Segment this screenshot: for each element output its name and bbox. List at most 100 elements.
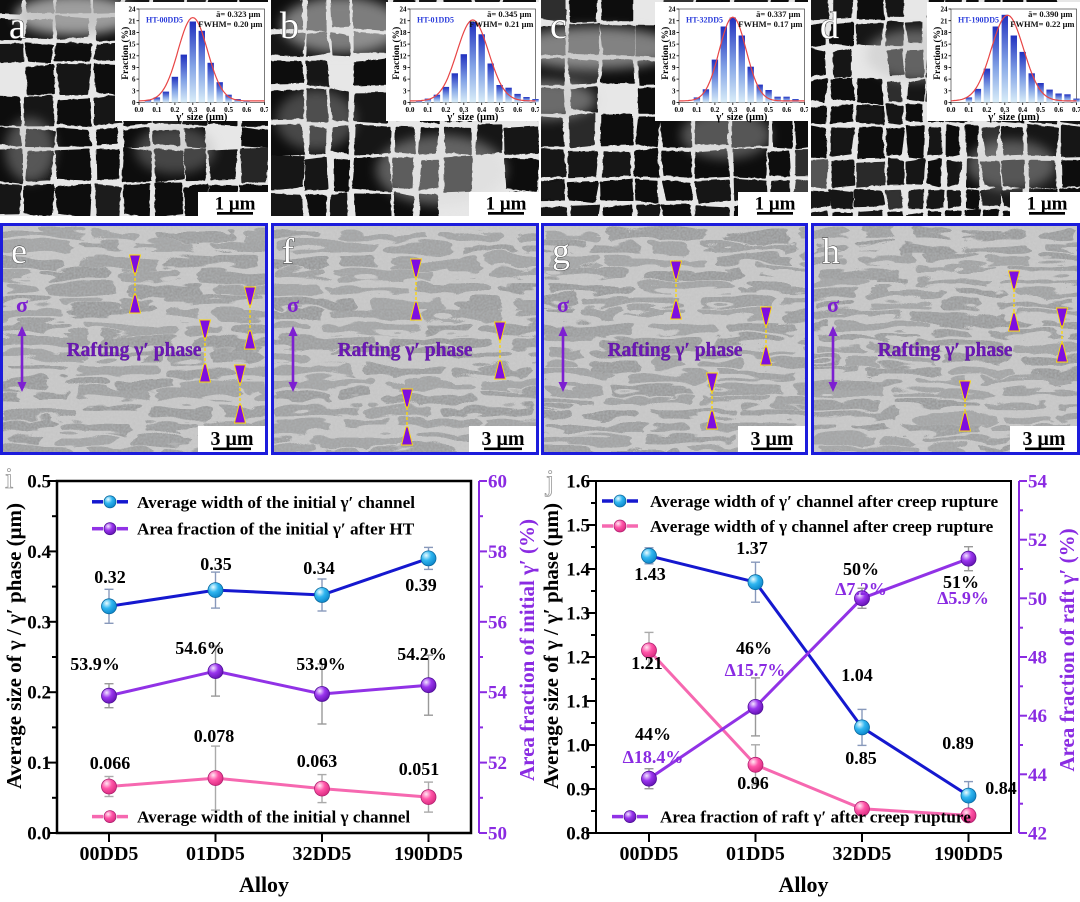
svg-text:0.2: 0.2 <box>27 683 51 704</box>
svg-text:0.3: 0.3 <box>459 106 468 114</box>
svg-text:6: 6 <box>132 76 136 84</box>
svg-text:1.2: 1.2 <box>566 648 590 669</box>
svg-text:0.7: 0.7 <box>531 106 539 114</box>
svg-text:9: 9 <box>672 64 676 72</box>
svg-text:j: j <box>545 464 554 497</box>
svg-text:51%: 51% <box>943 572 979 592</box>
svg-text:53.9%: 53.9% <box>70 654 120 674</box>
svg-text:0: 0 <box>672 99 676 107</box>
svg-text:6: 6 <box>944 76 948 84</box>
svg-text:0.4: 0.4 <box>27 542 51 563</box>
svg-text:3 μm: 3 μm <box>751 428 794 450</box>
svg-text:1 μm: 1 μm <box>755 194 796 215</box>
svg-text:0.1: 0.1 <box>27 753 51 774</box>
svg-text:HT-32DD5: HT-32DD5 <box>686 16 723 25</box>
svg-text:44: 44 <box>1028 765 1048 786</box>
svg-text:0: 0 <box>944 99 948 107</box>
svg-text:6: 6 <box>403 76 407 84</box>
svg-text:54: 54 <box>1028 472 1048 493</box>
svg-text:12: 12 <box>941 52 949 60</box>
svg-text:Alloy: Alloy <box>239 872 289 897</box>
svg-text:Rafting γ′ phase: Rafting γ′ phase <box>338 340 473 361</box>
svg-text:1 μm: 1 μm <box>1027 194 1068 215</box>
svg-text:0.2: 0.2 <box>982 106 991 114</box>
svg-text:Average width of γ channel af: Average width of γ channel after creep r… <box>650 517 994 536</box>
svg-text:3 μm: 3 μm <box>1023 428 1066 450</box>
svg-text:σ: σ <box>557 292 569 317</box>
svg-text:ā= 0.390 μm: ā= 0.390 μm <box>1028 9 1072 19</box>
svg-text:1.5: 1.5 <box>566 516 590 537</box>
svg-text:0.2: 0.2 <box>441 106 450 114</box>
svg-text:3 μm: 3 μm <box>482 428 525 450</box>
svg-text:0.051: 0.051 <box>399 759 440 779</box>
svg-text:0.9: 0.9 <box>566 780 590 801</box>
svg-text:0.2: 0.2 <box>170 106 179 114</box>
svg-text:FWHM= 0.21 μm: FWHM= 0.21 μm <box>469 19 533 29</box>
svg-text:Fraction (%): Fraction (%) <box>120 27 131 80</box>
svg-text:44%: 44% <box>635 724 671 744</box>
svg-text:1.0: 1.0 <box>566 736 590 757</box>
svg-text:32DD5: 32DD5 <box>293 843 352 865</box>
svg-text:1.37: 1.37 <box>736 538 768 558</box>
svg-text:h: h <box>822 231 840 271</box>
svg-text:1.21: 1.21 <box>631 653 663 673</box>
svg-text:1 μm: 1 μm <box>215 194 256 215</box>
svg-text:Rafting γ′ phase: Rafting γ′ phase <box>67 340 202 361</box>
svg-text:0.4: 0.4 <box>1018 106 1027 114</box>
svg-text:1.3: 1.3 <box>566 604 590 625</box>
svg-text:190DD5: 190DD5 <box>934 843 1003 865</box>
svg-text:0.84: 0.84 <box>985 778 1017 798</box>
svg-text:46: 46 <box>1028 706 1047 727</box>
svg-text:0.3: 0.3 <box>188 106 197 114</box>
svg-text:γ′ size (μm): γ′ size (μm) <box>715 112 768 123</box>
svg-text:1.04: 1.04 <box>841 665 873 685</box>
svg-text:HT-01DD5: HT-01DD5 <box>417 16 454 25</box>
svg-text:1.6: 1.6 <box>566 472 590 493</box>
svg-text:ā= 0.323 μm: ā= 0.323 μm <box>216 9 260 19</box>
svg-text:54.6%: 54.6% <box>175 638 225 658</box>
svg-text:0.7: 0.7 <box>800 106 808 114</box>
svg-text:0.078: 0.078 <box>194 726 235 746</box>
svg-text:60: 60 <box>488 472 507 493</box>
svg-text:54: 54 <box>488 683 508 704</box>
svg-text:σ: σ <box>287 292 299 317</box>
svg-text:Rafting γ′ phase: Rafting γ′ phase <box>878 340 1013 361</box>
svg-text:24: 24 <box>400 6 408 14</box>
svg-text:3 μm: 3 μm <box>211 428 254 450</box>
svg-text:a: a <box>9 5 26 47</box>
svg-text:21: 21 <box>129 17 137 25</box>
svg-text:24: 24 <box>129 6 137 14</box>
svg-text:γ′ size (μm): γ′ size (μm) <box>175 112 228 123</box>
svg-text:0.6: 0.6 <box>242 106 251 114</box>
svg-text:0.96: 0.96 <box>737 773 769 793</box>
svg-text:Fraction (%): Fraction (%) <box>660 27 671 80</box>
svg-text:24: 24 <box>669 6 677 14</box>
svg-text:Area fraction of initial γ′ (%: Area fraction of initial γ′ (%) <box>515 519 539 781</box>
svg-text:Δ7.2%: Δ7.2% <box>835 579 887 599</box>
svg-text:3: 3 <box>132 87 136 95</box>
svg-text:f: f <box>282 231 294 271</box>
svg-text:ā= 0.345 μm: ā= 0.345 μm <box>487 9 531 19</box>
svg-text:12: 12 <box>129 52 137 60</box>
svg-text:12: 12 <box>669 52 677 60</box>
svg-text:0.89: 0.89 <box>942 733 974 753</box>
svg-text:01DD5: 01DD5 <box>186 843 245 865</box>
svg-text:48: 48 <box>1028 648 1047 669</box>
svg-text:1.4: 1.4 <box>566 560 590 581</box>
svg-text:d: d <box>820 5 839 47</box>
svg-text:Area fraction of raft γ′ afte: Area fraction of raft γ′ after creep rup… <box>660 808 971 827</box>
svg-text:FWHM= 0.17 μm: FWHM= 0.17 μm <box>738 19 802 29</box>
svg-text:0: 0 <box>403 99 407 107</box>
svg-text:32DD5: 32DD5 <box>833 843 892 865</box>
svg-text:0.5: 0.5 <box>764 106 773 114</box>
svg-text:0.85: 0.85 <box>845 748 877 768</box>
svg-text:54.2%: 54.2% <box>397 644 447 664</box>
svg-text:Average size of γ / γ′ phase (: Average size of γ / γ′ phase (μm) <box>539 503 563 789</box>
svg-text:190DD5: 190DD5 <box>394 843 463 865</box>
svg-text:e: e <box>11 231 27 271</box>
svg-text:Rafting γ′ phase: Rafting γ′ phase <box>608 340 743 361</box>
svg-text:FWHM= 0.20 μm: FWHM= 0.20 μm <box>198 19 262 29</box>
svg-text:HT-190DD5: HT-190DD5 <box>958 16 999 25</box>
svg-text:0.3: 0.3 <box>27 612 51 633</box>
svg-text:0.1: 0.1 <box>152 106 161 114</box>
